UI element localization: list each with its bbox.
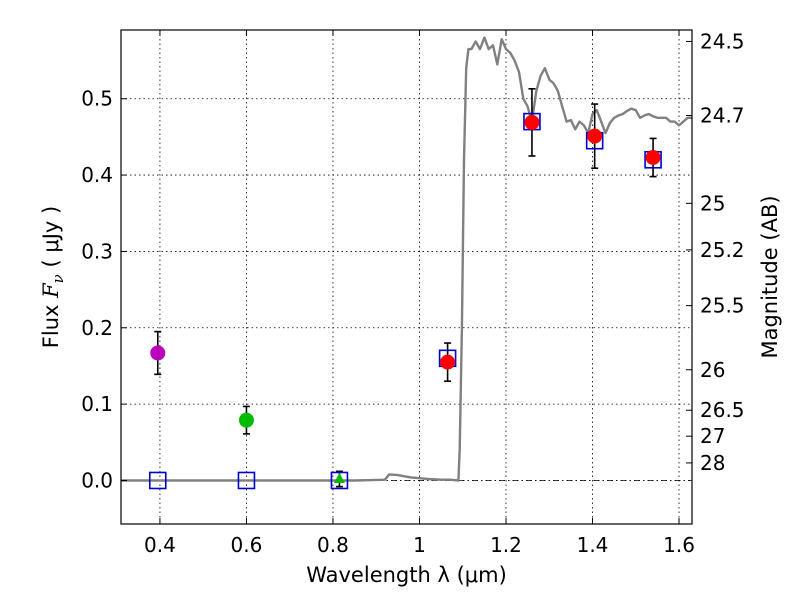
secondary-y-axis-title: Magnitude (AB) <box>758 195 782 358</box>
marker-layer <box>148 112 662 490</box>
model-photometry-square <box>330 471 349 490</box>
y-tick-label: 0.4 <box>81 163 113 187</box>
x-tick-label: 1.4 <box>577 533 609 557</box>
y-axis-title-subscript: ν <box>49 274 67 283</box>
y-axis-title-prefix: Flux <box>39 298 63 348</box>
magnitude-tick-label: 24.7 <box>700 104 745 128</box>
y-axis-title-suffix: ( μJy ) <box>39 206 63 274</box>
y-tick-label: 0.0 <box>81 468 113 492</box>
y-axis-title: Flux Fν ( μJy ) <box>39 206 67 348</box>
model-photometry-square <box>148 471 167 490</box>
magnitude-tick-label: 27 <box>700 424 725 448</box>
photometry-point <box>645 150 661 166</box>
photometry-triangle <box>333 472 345 483</box>
photometry-point <box>238 412 254 428</box>
photometry-point <box>524 114 540 130</box>
y-tick-label: 0.5 <box>81 87 113 111</box>
y-tick-label: 0.2 <box>81 316 113 340</box>
x-tick-label: 1.6 <box>663 533 695 557</box>
sed-curve-layer <box>121 36 692 482</box>
x-tick-label: 0.6 <box>231 533 263 557</box>
magnitude-tick-label: 25.5 <box>700 294 745 318</box>
x-tick-label: 0.8 <box>317 533 349 557</box>
magnitude-tick-label: 25 <box>700 191 725 215</box>
tick-label-layer: 0.4 0.6 0.8 1 1.2 1.4 1.6 0.0 0.1 0.2 0.3 0.4 0.5 24.… <box>81 29 744 557</box>
x-axis-title: Wavelength λ (μm) <box>306 563 507 587</box>
magnitude-tick-label: 25.2 <box>700 238 745 262</box>
magnitude-tick-label: 26 <box>700 358 725 382</box>
grid-layer <box>121 30 692 524</box>
photometry-point <box>587 128 603 144</box>
x-tick-label: 1 <box>413 533 426 557</box>
sed-curve <box>121 36 692 482</box>
magnitude-tick-label: 24.5 <box>700 29 745 53</box>
photometry-point <box>150 345 166 361</box>
tick-layer <box>121 30 692 524</box>
photometry-point <box>440 354 456 370</box>
model-photometry-square <box>237 471 256 490</box>
x-tick-label: 1.2 <box>490 533 522 557</box>
magnitude-tick-label: 26.5 <box>700 398 745 422</box>
error-bar-layer <box>154 87 657 488</box>
y-axis-title-symbol: F <box>39 282 63 299</box>
y-tick-label: 0.1 <box>81 392 113 416</box>
x-tick-label: 0.4 <box>144 533 176 557</box>
plot-frame <box>120 29 693 525</box>
y-tick-label: 0.3 <box>81 239 113 263</box>
magnitude-tick-label: 28 <box>700 451 725 475</box>
